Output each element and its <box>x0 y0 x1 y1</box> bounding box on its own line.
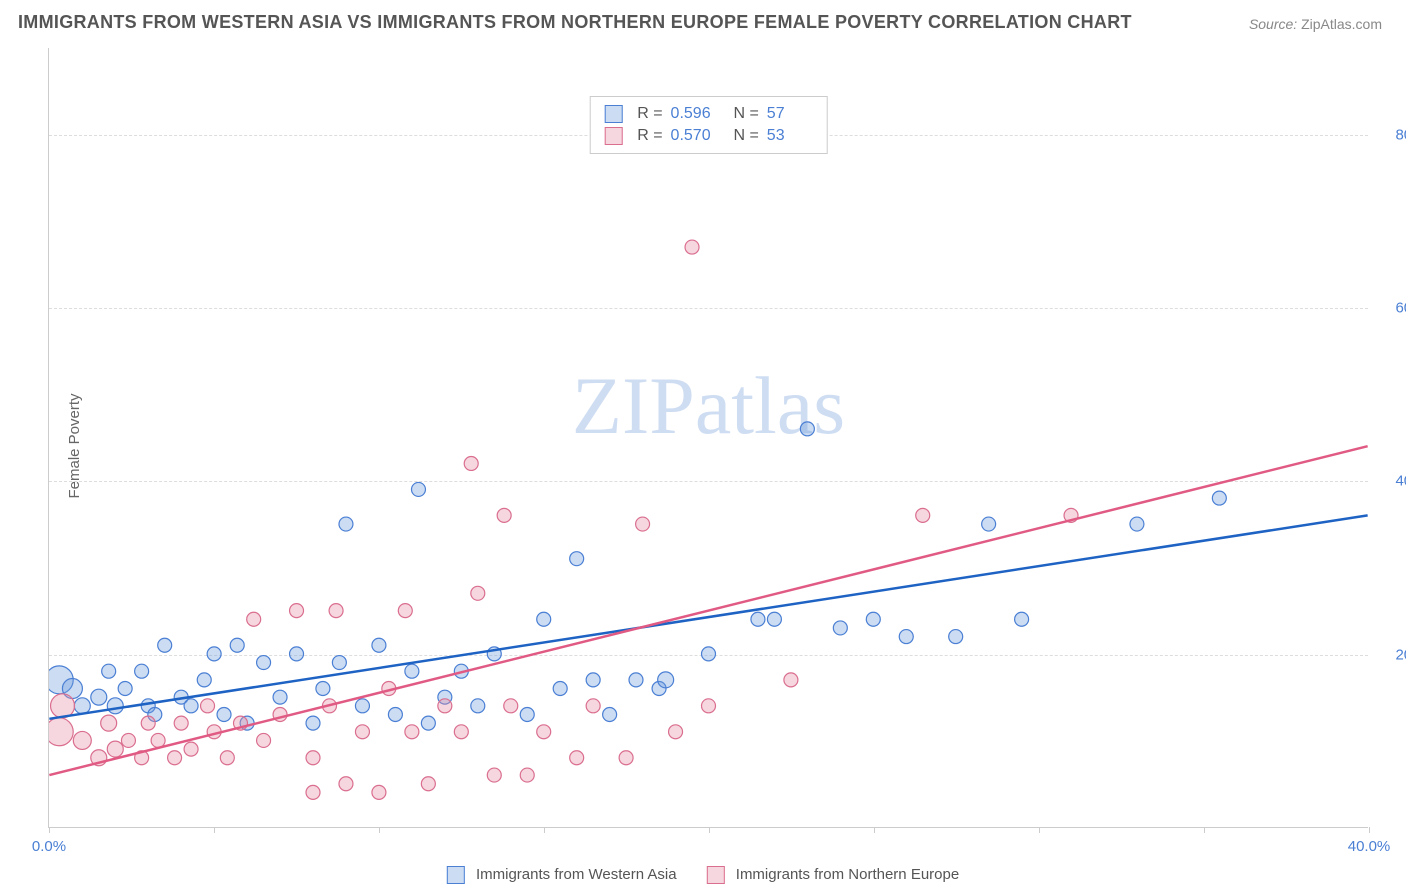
swatch-icon <box>707 866 725 884</box>
swatch-series2 <box>604 127 622 145</box>
source-label: Source: <box>1249 16 1297 32</box>
legend-label-1: Immigrants from Western Asia <box>476 866 677 883</box>
series-legend: Immigrants from Western Asia Immigrants … <box>447 866 959 884</box>
n-value-2: 53 <box>767 127 813 145</box>
source-attribution: Source: ZipAtlas.com <box>1249 16 1382 32</box>
swatch-icon <box>447 866 465 884</box>
x-tick-label: 0.0% <box>32 838 66 855</box>
legend-item-1: Immigrants from Western Asia <box>447 866 677 884</box>
legend-row-series1: R = 0.596 N = 57 <box>604 103 813 125</box>
y-tick-label: 40.0% <box>1378 473 1406 490</box>
legend-item-2: Immigrants from Northern Europe <box>707 866 960 884</box>
y-tick-label: 20.0% <box>1378 646 1406 663</box>
source-name: ZipAtlas.com <box>1301 16 1382 32</box>
r-value-2: 0.570 <box>671 127 717 145</box>
y-tick-label: 80.0% <box>1378 126 1406 143</box>
r-value-1: 0.596 <box>671 105 717 123</box>
y-tick-label: 60.0% <box>1378 300 1406 317</box>
swatch-series1 <box>604 105 622 123</box>
legend-row-series2: R = 0.570 N = 53 <box>604 125 813 147</box>
legend-label-2: Immigrants from Northern Europe <box>736 866 959 883</box>
n-value-1: 57 <box>767 105 813 123</box>
chart-title: IMMIGRANTS FROM WESTERN ASIA VS IMMIGRAN… <box>18 12 1132 33</box>
plot-area: ZIPatlas R = 0.596 N = 57 R = 0.570 N = … <box>48 48 1368 828</box>
correlation-legend: R = 0.596 N = 57 R = 0.570 N = 53 <box>589 96 828 154</box>
x-tick-label: 40.0% <box>1348 838 1391 855</box>
scatter-chart <box>49 48 1368 827</box>
